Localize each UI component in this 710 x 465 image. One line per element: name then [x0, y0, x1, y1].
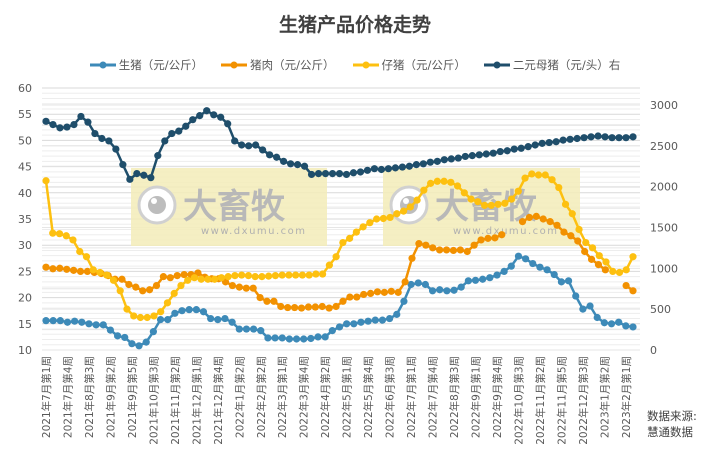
legend-marker-icon — [352, 61, 379, 69]
legend-label: 生猪（元/公斤） — [118, 58, 204, 72]
svg-text:2023年2月第1周: 2023年2月第1周 — [620, 356, 633, 438]
svg-text:2022年2月第2周: 2022年2月第2周 — [255, 356, 268, 438]
svg-text:2022年10月第3周: 2022年10月第3周 — [512, 356, 525, 445]
left-axis-ticks: 10 15 20 25 30 35 40 45 50 55 60 — [18, 82, 32, 357]
legend-label: 二元母猪（元/头）右 — [512, 58, 621, 72]
svg-text:2021年9月第5周: 2021年9月第5周 — [126, 356, 139, 438]
legend-item-pork[interactable]: 猪肉（元/公斤） — [221, 57, 335, 73]
svg-text:www.dxumu.com: www.dxumu.com — [201, 226, 307, 237]
svg-text:2022年8月第3周: 2022年8月第3周 — [448, 356, 461, 438]
svg-text:60: 60 — [18, 82, 32, 95]
svg-text:2023年1月第2周: 2023年1月第2周 — [598, 356, 611, 438]
svg-text:2021年9月第2周: 2021年9月第2周 — [104, 356, 117, 438]
data-source-note: 数据来源: 慧通数据 — [647, 408, 710, 440]
svg-text:2000: 2000 — [650, 181, 678, 194]
svg-text:2021年7月第1周: 2021年7月第1周 — [40, 356, 53, 438]
legend-label: 仔猪（元/公斤） — [381, 58, 466, 72]
svg-text:35: 35 — [18, 213, 32, 226]
svg-text:15: 15 — [18, 318, 32, 331]
svg-text:www.dxumu.com: www.dxumu.com — [453, 226, 559, 237]
legend-item-live-pig[interactable]: 生猪（元/公斤） — [89, 57, 204, 73]
svg-text:大畜牧: 大畜牧 — [183, 187, 286, 227]
svg-text:2022年3月第1周: 2022年3月第1周 — [276, 356, 289, 438]
svg-text:0: 0 — [650, 344, 657, 357]
svg-text:2022年1月第2周: 2022年1月第2周 — [233, 356, 246, 438]
svg-text:500: 500 — [650, 303, 671, 316]
svg-text:2022年9月第1周: 2022年9月第1周 — [470, 356, 483, 438]
svg-text:40: 40 — [18, 187, 32, 200]
svg-text:2022年7月第4周: 2022年7月第4周 — [427, 356, 440, 438]
svg-text:2022年6月第3周: 2022年6月第3周 — [384, 356, 397, 438]
legend-label: 猪肉（元/公斤） — [250, 58, 335, 72]
svg-text:2022年11月第2周: 2022年11月第2周 — [534, 356, 547, 445]
svg-text:2021年12月第4周: 2021年12月第4周 — [212, 356, 225, 445]
chart-title: 生猪产品价格走势 — [278, 14, 431, 36]
svg-text:2500: 2500 — [650, 140, 678, 153]
legend-item-sow[interactable]: 二元母猪（元/头）右 — [483, 57, 621, 73]
svg-text:2022年5月第1周: 2022年5月第1周 — [341, 356, 354, 438]
x-axis-ticks: 2021年7月第1周 2021年7月第4周 2021年8月第3周 2021年9月第2周… — [40, 356, 633, 445]
svg-text:10: 10 — [18, 344, 32, 357]
svg-text:20: 20 — [18, 292, 32, 305]
source-label: 数据来源: — [647, 409, 697, 423]
svg-text:2022年7月第1周: 2022年7月第1周 — [405, 356, 418, 438]
svg-text:2021年10月第3周: 2021年10月第3周 — [147, 356, 160, 445]
svg-text:30: 30 — [18, 239, 32, 252]
svg-text:2021年11月第2周: 2021年11月第2周 — [169, 356, 182, 445]
legend-marker-icon — [221, 61, 248, 69]
chart-legend: 生猪（元/公斤） 猪肉（元/公斤） 仔猪（元/公斤） 二元母猪（元/头）右 — [0, 57, 710, 73]
source-name: 慧通数据 — [647, 425, 693, 439]
svg-text:45: 45 — [18, 161, 32, 174]
svg-text:2022年11月第5周: 2022年11月第5周 — [555, 356, 568, 445]
svg-text:2022年4月第2周: 2022年4月第2周 — [319, 356, 332, 438]
svg-text:2021年7月第4周: 2021年7月第4周 — [61, 356, 74, 438]
svg-text:2021年8月第3周: 2021年8月第3周 — [83, 356, 96, 438]
legend-item-piglet[interactable]: 仔猪（元/公斤） — [352, 57, 466, 73]
svg-text:1500: 1500 — [650, 222, 678, 235]
svg-text:1000: 1000 — [650, 262, 678, 275]
svg-text:2022年12月第3周: 2022年12月第3周 — [577, 356, 590, 445]
svg-text:2022年5月第4周: 2022年5月第4周 — [362, 356, 375, 438]
legend-marker-icon — [483, 61, 510, 69]
svg-text:2021年12月第1周: 2021年12月第1周 — [190, 356, 203, 445]
svg-text:50: 50 — [18, 134, 32, 147]
svg-text:2022年3月第4周: 2022年3月第4周 — [298, 356, 311, 438]
svg-text:55: 55 — [18, 108, 32, 121]
svg-text:3000: 3000 — [650, 99, 678, 112]
legend-marker-icon — [89, 61, 116, 69]
svg-text:25: 25 — [18, 265, 32, 278]
svg-text:2022年9月第4周: 2022年9月第4周 — [491, 356, 504, 438]
right-axis-ticks: 0 500 1000 1500 2000 2500 3000 — [650, 99, 678, 357]
series-lines — [42, 107, 637, 350]
